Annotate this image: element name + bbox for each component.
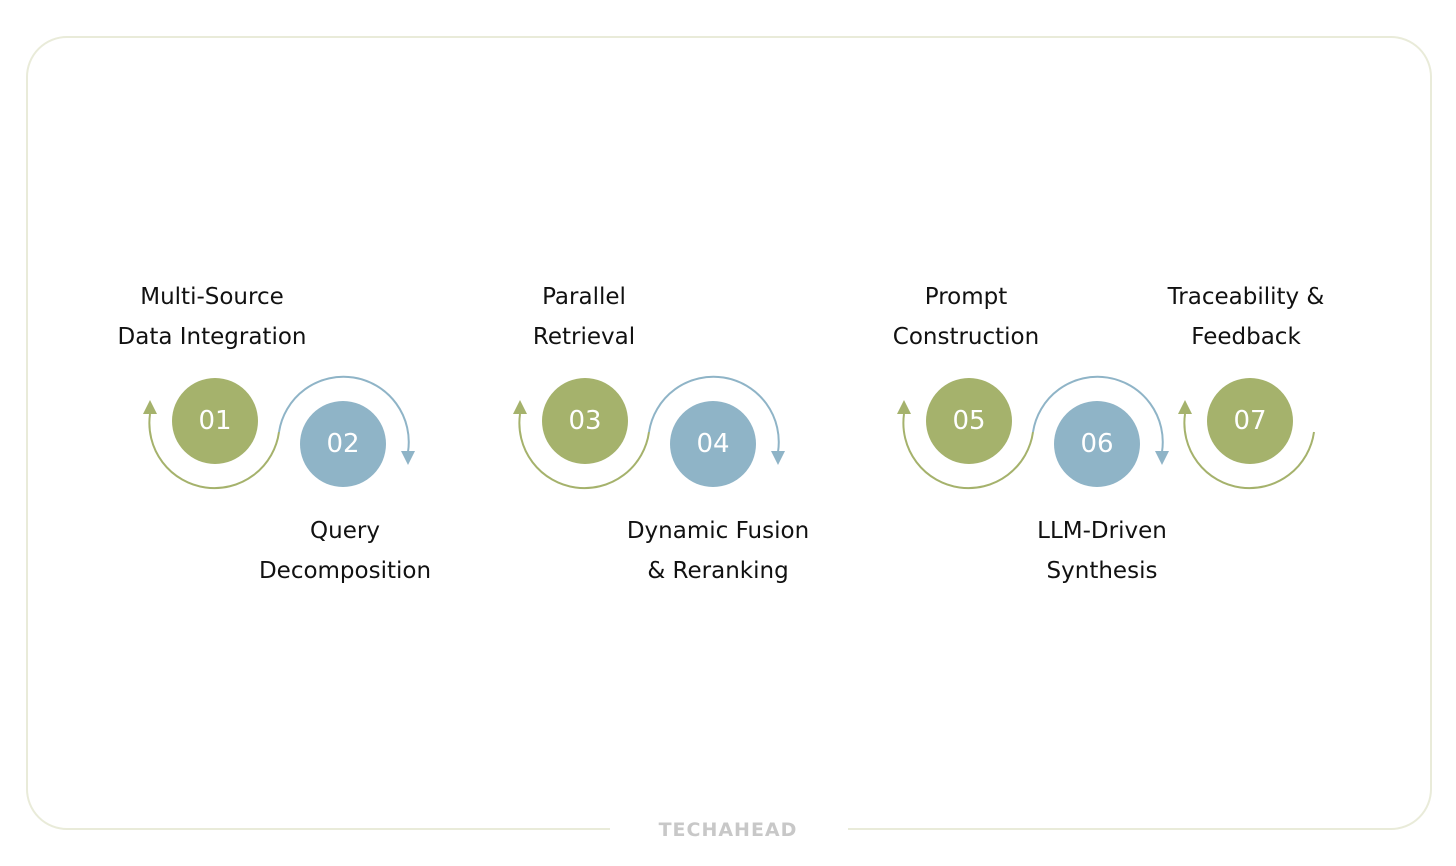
arrow-head (143, 400, 157, 414)
step-circle (172, 378, 258, 464)
step-number: 05 (952, 406, 985, 436)
step-circle (1207, 378, 1293, 464)
step-label: & Reranking (647, 558, 788, 584)
step-label: Synthesis (1047, 558, 1158, 584)
step-label: Data Integration (118, 324, 307, 350)
brand-logo: TECHAHEAD (659, 819, 798, 841)
cycle-arc (518, 413, 650, 490)
step-circle (300, 401, 386, 487)
arrow-head (513, 400, 527, 414)
step-label: LLM-Driven (1037, 518, 1167, 544)
step-circle (926, 378, 1012, 464)
arrow-head (1155, 451, 1169, 465)
step-label: Feedback (1191, 324, 1301, 350)
step-number: 02 (326, 429, 359, 459)
step-number: 06 (1080, 429, 1113, 459)
step-label: Prompt (925, 284, 1008, 310)
step-label: Traceability & (1167, 284, 1325, 310)
step-number: 04 (696, 429, 729, 459)
cycle-arc (1183, 413, 1315, 490)
cycle-arc (148, 413, 280, 490)
cycle-arc (902, 413, 1034, 490)
cycle-arc (648, 375, 780, 453)
cycle-arc (278, 375, 410, 453)
step-circle (670, 401, 756, 487)
cycle-arc (1032, 375, 1164, 453)
step-label: Decomposition (259, 558, 431, 584)
step-label: Dynamic Fusion (627, 518, 809, 544)
step-label: Retrieval (533, 324, 635, 350)
step-number: 01 (198, 406, 231, 436)
step-label: Query (310, 518, 380, 544)
arrow-head (401, 451, 415, 465)
step-number: 03 (568, 406, 601, 436)
step-label: Construction (893, 324, 1039, 350)
arrow-head (771, 451, 785, 465)
arrow-head (897, 400, 911, 414)
arrow-head (1178, 400, 1192, 414)
frame-gap (610, 820, 848, 840)
step-label: Multi-Source (140, 284, 284, 310)
step-circle (542, 378, 628, 464)
step-number: 07 (1233, 406, 1266, 436)
step-label: Parallel (542, 284, 626, 310)
step-circle (1054, 401, 1140, 487)
